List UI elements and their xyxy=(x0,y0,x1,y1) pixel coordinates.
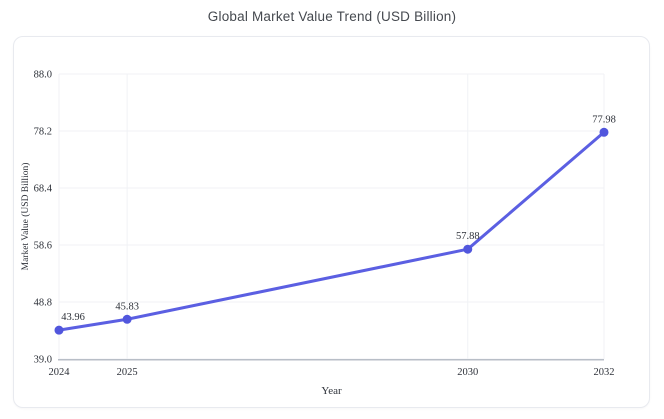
chart-title: Global Market Value Trend (USD Billion) xyxy=(207,9,457,24)
data-point-label: 43.96 xyxy=(61,312,85,323)
x-tick-label: 2024 xyxy=(49,367,71,378)
chart-card: 43.96 45.83 57.88 77.98 39.0 48.8 58.6 68.4 78.2… xyxy=(13,36,650,408)
data-point-label: 45.83 xyxy=(115,301,139,312)
trend-line xyxy=(57,130,606,332)
y-tick-label: 48.8 xyxy=(34,298,52,309)
data-point-label: 77.98 xyxy=(592,114,616,125)
line-chart: 43.96 45.83 57.88 77.98 39.0 48.8 58.6 68.4 78.2… xyxy=(20,70,616,398)
data-point-label: 57.88 xyxy=(456,231,480,242)
x-axis-title: Year xyxy=(321,385,342,397)
x-tick-label: 2025 xyxy=(117,367,138,378)
y-tick-label: 78.2 xyxy=(34,127,52,138)
y-axis-title: Market Value (USD Billion) xyxy=(20,163,31,271)
x-tick-label: 2032 xyxy=(594,367,615,378)
data-point-marker[interactable] xyxy=(463,244,473,254)
data-point-marker[interactable] xyxy=(122,314,132,324)
data-point-marker[interactable] xyxy=(54,325,64,335)
data-point-marker[interactable] xyxy=(599,127,609,137)
y-tick-label: 58.6 xyxy=(34,241,52,252)
y-tick-label: 39.0 xyxy=(34,355,52,366)
y-tick-label: 68.4 xyxy=(34,184,53,195)
x-tick-label: 2030 xyxy=(457,367,478,378)
y-tick-label: 88.0 xyxy=(34,70,52,81)
